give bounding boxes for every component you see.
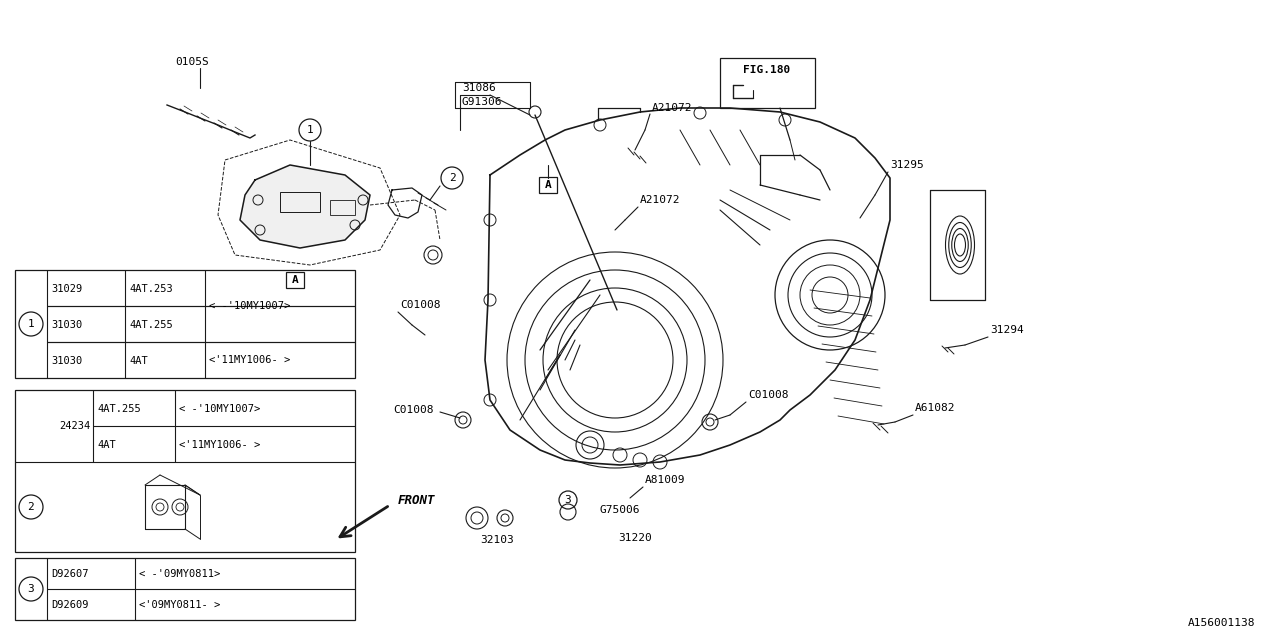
- Text: < -'10MY1007>: < -'10MY1007>: [209, 301, 291, 311]
- Text: FRONT: FRONT: [398, 493, 435, 506]
- Text: A: A: [292, 275, 298, 285]
- Polygon shape: [241, 165, 370, 248]
- Text: 1: 1: [307, 125, 314, 135]
- Text: A21072: A21072: [652, 103, 692, 113]
- Bar: [15, 390, 355, 552]
- Text: A156001138: A156001138: [1188, 618, 1254, 628]
- Bar: [15, 558, 355, 620]
- Bar: [280, 192, 320, 212]
- Text: FIG.180: FIG.180: [744, 65, 791, 75]
- Text: < -'09MY0811>: < -'09MY0811>: [140, 569, 220, 579]
- Bar: [719, 58, 815, 108]
- Text: 32103: 32103: [480, 535, 513, 545]
- Text: 1: 1: [28, 319, 35, 329]
- Bar: [285, 272, 305, 288]
- Text: G91306: G91306: [462, 97, 503, 107]
- Text: 31220: 31220: [618, 533, 652, 543]
- Text: D92609: D92609: [51, 600, 88, 610]
- Text: 4AT: 4AT: [129, 356, 147, 365]
- Text: <'09MY0811- >: <'09MY0811- >: [140, 600, 220, 610]
- Text: C01008: C01008: [748, 390, 788, 400]
- Text: A21072: A21072: [640, 195, 681, 205]
- Text: <'11MY1006- >: <'11MY1006- >: [179, 440, 260, 450]
- Text: G75006: G75006: [600, 505, 640, 515]
- Text: C01008: C01008: [393, 405, 434, 415]
- Text: A: A: [544, 180, 552, 190]
- Text: 2: 2: [448, 173, 456, 183]
- Text: 31030: 31030: [51, 356, 82, 365]
- Text: 24234: 24234: [59, 421, 91, 431]
- Text: < -'10MY1007>: < -'10MY1007>: [179, 404, 260, 413]
- Text: 4AT.255: 4AT.255: [97, 404, 141, 413]
- Text: 31029: 31029: [51, 284, 82, 294]
- Text: A81009: A81009: [645, 475, 686, 485]
- Bar: [330, 200, 355, 215]
- Text: C01008: C01008: [399, 300, 440, 310]
- Text: D92607: D92607: [51, 569, 88, 579]
- Text: 4AT.255: 4AT.255: [129, 320, 173, 330]
- Text: 3: 3: [564, 495, 571, 505]
- Text: 4AT.253: 4AT.253: [129, 284, 173, 294]
- Text: 31030: 31030: [51, 320, 82, 330]
- Text: <'11MY1006- >: <'11MY1006- >: [209, 355, 291, 365]
- Text: 31295: 31295: [890, 160, 924, 170]
- Bar: [539, 177, 557, 193]
- Bar: [15, 270, 355, 378]
- Text: 0105S: 0105S: [175, 57, 209, 67]
- Text: A61082: A61082: [915, 403, 955, 413]
- Text: 31086: 31086: [462, 83, 495, 93]
- Text: 4AT: 4AT: [97, 440, 115, 450]
- Text: 2: 2: [28, 502, 35, 512]
- Text: 31294: 31294: [989, 325, 1024, 335]
- Text: 3: 3: [28, 584, 35, 594]
